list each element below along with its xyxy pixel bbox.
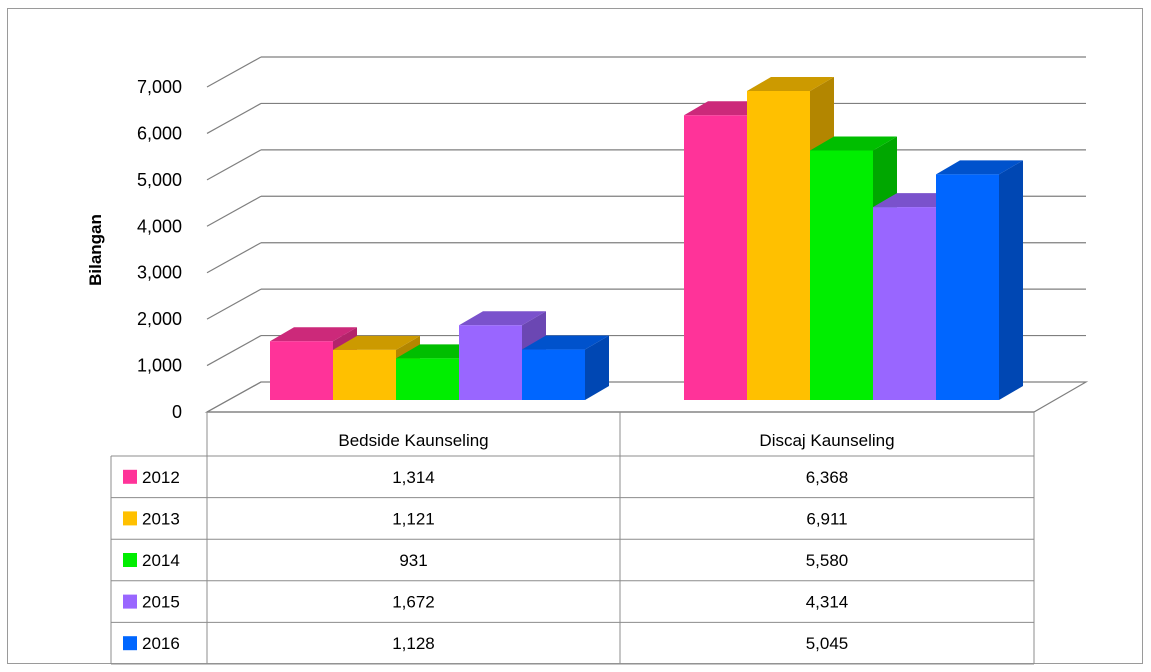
y-tick-label: 0: [172, 402, 182, 422]
bar-front: [873, 207, 936, 400]
bar-2016-0: [522, 335, 609, 400]
legend-label: 2013: [142, 509, 180, 528]
y-tick-label: 2,000: [137, 309, 182, 329]
gridline-side: [206, 56, 262, 88]
legend-key: [123, 553, 137, 567]
legend-key: [123, 511, 137, 526]
bar-top: [459, 311, 546, 326]
gridline-side: [206, 102, 262, 134]
bar-front: [684, 115, 747, 400]
legend-label: 2014: [142, 551, 180, 570]
bar-top: [810, 136, 897, 151]
legend-key: [123, 636, 137, 651]
data-table: Bedside Kaunseling Discaj Kaunseling 2012 1…: [110, 412, 1035, 665]
legend-label: 2015: [142, 593, 180, 612]
legend-label: 2016: [142, 634, 180, 653]
table-value-cell: 1,121: [392, 509, 435, 528]
table-value-cell: 1,672: [392, 593, 435, 612]
bar-front: [810, 150, 873, 400]
table-value-cell: 1,128: [392, 634, 435, 653]
bar-front: [396, 358, 459, 400]
y-tick-label: 1,000: [137, 356, 182, 376]
bar-front: [459, 325, 522, 400]
bar-top: [522, 335, 609, 350]
bar-front: [936, 174, 999, 400]
gridline-side: [206, 195, 262, 227]
bar-front: [522, 349, 585, 400]
bar-top: [270, 327, 357, 342]
legend-key: [123, 469, 137, 484]
gridline-side: [206, 335, 262, 367]
bar-front: [747, 90, 810, 401]
bar-top: [333, 335, 420, 350]
table-value-cell: 6,911: [806, 509, 847, 528]
y-tick-label: 7,000: [137, 77, 182, 97]
gridline-side: [206, 242, 262, 274]
bar-side: [999, 160, 1023, 400]
y-axis-title: Bilangan: [86, 214, 105, 286]
legend-key: [123, 594, 137, 609]
table-value-cell: 5,580: [806, 551, 849, 570]
table-value-cell: 4,314: [806, 593, 849, 612]
table-value-cell: 1,314: [392, 468, 435, 487]
gridline-side: [206, 288, 262, 320]
y-tick-label: 5,000: [137, 170, 182, 190]
table-header-cell: Discaj Kaunseling: [759, 431, 894, 450]
bar-top: [936, 160, 1023, 175]
y-tick-label: 4,000: [137, 216, 182, 236]
table-value-cell: 931: [399, 551, 427, 570]
table-value-cell: 5,045: [806, 634, 849, 653]
bar-front: [270, 341, 333, 400]
y-tick-label: 3,000: [137, 263, 182, 283]
bar-2016-1: [936, 160, 1023, 400]
bar-top: [747, 76, 834, 91]
bar-side: [585, 335, 609, 400]
y-tick-label: 6,000: [137, 123, 182, 143]
legend-label: 2012: [142, 468, 180, 487]
bar-front: [333, 349, 396, 400]
gridline-side: [206, 149, 262, 181]
table-header-cell: Bedside Kaunseling: [338, 431, 488, 450]
table-value-cell: 6,368: [806, 468, 849, 487]
